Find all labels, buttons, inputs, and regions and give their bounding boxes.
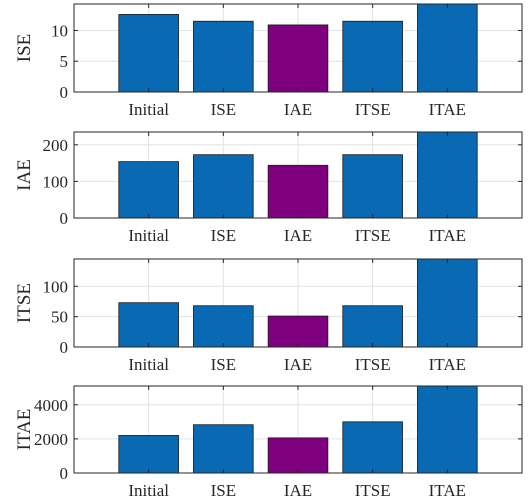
x-tick-label: ISE xyxy=(211,355,237,374)
x-tick-label: Initial xyxy=(128,481,169,500)
x-tick-label: ISE xyxy=(211,481,237,500)
chart-panel-ise: 0 5 10 Initial ISE IAE ITSE ITAE ISE xyxy=(14,3,523,119)
x-tick-label: ITAE xyxy=(429,226,466,245)
bar-ise xyxy=(193,154,254,219)
bar-iae xyxy=(267,164,329,219)
x-tick-label: ITSE xyxy=(355,355,391,374)
x-tick-label: ISE xyxy=(211,226,237,245)
chart-panel-itae: 0 2000 4000 Initial ISE IAE ITSE ITAE ITAE xyxy=(14,385,523,500)
x-tick-label: Initial xyxy=(128,226,169,245)
y-tick-label: 50 xyxy=(51,308,68,327)
bar-ise xyxy=(193,20,254,93)
x-tick-label: Initial xyxy=(128,100,169,119)
y-tick-label: 2000 xyxy=(34,430,68,449)
x-tick-label: ITAE xyxy=(429,100,466,119)
y-tick-label: 5 xyxy=(60,52,69,71)
bar-initial xyxy=(118,435,179,474)
x-tick-label: IAE xyxy=(284,226,312,245)
chart-panel-itse: 0 50 100 Initial ISE IAE ITSE ITAE ITSE xyxy=(14,258,523,374)
bar-ise xyxy=(193,424,254,474)
y-tick-label: 0 xyxy=(60,338,69,357)
y-axis-label: ITSE xyxy=(14,283,35,323)
bar-itse xyxy=(342,20,403,93)
bar-iae xyxy=(267,24,329,93)
chart-panel-iae: 0 100 200 Initial ISE IAE ITSE ITAE IAE xyxy=(14,131,523,245)
bar-iae xyxy=(267,315,329,348)
bar-itse xyxy=(342,421,403,474)
y-axis-label: IAE xyxy=(14,159,35,191)
bar-itse xyxy=(342,305,403,348)
bar-ise xyxy=(193,305,254,348)
bar-itae xyxy=(417,258,478,348)
y-tick-label: 0 xyxy=(60,209,69,228)
bar-itae xyxy=(417,385,478,474)
bar-itse xyxy=(342,154,403,219)
x-tick-label: ISE xyxy=(211,100,237,119)
y-tick-label: 4000 xyxy=(34,396,68,415)
y-tick-label: 10 xyxy=(51,21,68,40)
y-tick-label: 100 xyxy=(43,172,69,191)
bar-iae xyxy=(267,437,329,474)
x-tick-label: ITSE xyxy=(355,226,391,245)
x-tick-label: ITAE xyxy=(429,481,466,500)
x-tick-label: IAE xyxy=(284,481,312,500)
x-tick-label: ITSE xyxy=(355,481,391,500)
bar-initial xyxy=(118,161,179,219)
bar-initial xyxy=(118,302,179,348)
x-tick-label: Initial xyxy=(128,355,169,374)
bar-itae xyxy=(417,131,478,219)
bar-initial xyxy=(118,14,179,93)
y-tick-label: 100 xyxy=(43,277,69,296)
y-tick-label: 0 xyxy=(60,464,69,483)
y-tick-label: 200 xyxy=(43,136,69,155)
y-tick-label: 0 xyxy=(60,83,69,102)
x-tick-label: IAE xyxy=(284,100,312,119)
y-axis-label: ITAE xyxy=(14,409,35,451)
x-tick-label: ITSE xyxy=(355,100,391,119)
x-tick-label: ITAE xyxy=(429,355,466,374)
y-axis-label: ISE xyxy=(14,34,35,63)
x-tick-label: IAE xyxy=(284,355,312,374)
bar-itae xyxy=(417,3,478,93)
